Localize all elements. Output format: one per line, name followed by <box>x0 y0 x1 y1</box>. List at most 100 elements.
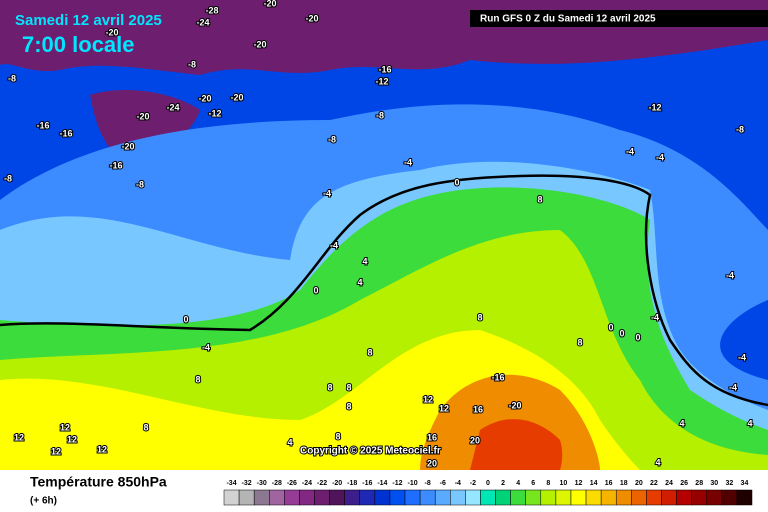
legend-swatch <box>314 489 330 506</box>
contour-label: 8 <box>477 312 482 322</box>
legend-tick-label: -16 <box>362 480 372 487</box>
contour-label: 8 <box>537 194 542 204</box>
contour-label: -4 <box>330 240 338 250</box>
contour-label: 16 <box>427 432 437 442</box>
contour-label: -20 <box>136 111 149 121</box>
legend-tick-label: -4 <box>455 480 461 487</box>
contour-label: 0 <box>313 285 318 295</box>
contour-label: -8 <box>328 134 336 144</box>
legend-swatch <box>223 489 240 506</box>
contour-label: -24 <box>196 17 209 27</box>
legend-tick-label: 26 <box>680 480 688 487</box>
legend-swatch <box>450 489 466 506</box>
legend-tick-label: 18 <box>620 480 628 487</box>
contour-label: -16 <box>59 128 72 138</box>
contour-label: -12 <box>375 76 388 86</box>
contour-label: -4 <box>626 146 634 156</box>
legend-tick-label: -14 <box>377 480 387 487</box>
contour-label: 0 <box>454 177 459 187</box>
legend-swatch <box>706 489 723 506</box>
contour-label: -20 <box>508 400 521 410</box>
legend-swatch <box>615 489 632 506</box>
contour-label: -20 <box>305 13 318 23</box>
legend-swatch <box>691 489 707 506</box>
contour-label: -16 <box>491 372 504 382</box>
contour-label: -8 <box>136 179 144 189</box>
legend-tick-label: -26 <box>287 480 297 487</box>
legend-swatch <box>721 489 738 506</box>
legend-swatch <box>253 489 270 506</box>
legend-tick-label: -10 <box>408 480 418 487</box>
legend-swatch <box>419 489 436 506</box>
contour-label: 8 <box>335 431 340 441</box>
legend-tick-label: -22 <box>317 480 327 487</box>
contour-label: 12 <box>60 422 70 432</box>
legend-swatch <box>540 489 557 506</box>
contour-label: -20 <box>263 0 276 8</box>
legend-tick-label: -20 <box>332 480 342 487</box>
legend-tick-label: 22 <box>650 480 658 487</box>
legend-swatch <box>404 489 421 506</box>
contour-label: -4 <box>404 157 412 167</box>
contour-label: -4 <box>202 342 210 352</box>
contour-label: -12 <box>208 108 221 118</box>
contour-label: -20 <box>198 93 211 103</box>
contour-label: 4 <box>747 418 752 428</box>
legend-tick-label: 14 <box>590 480 598 487</box>
legend-swatch <box>480 489 496 506</box>
legend-tick-label: 28 <box>695 480 703 487</box>
contour-label: -8 <box>376 110 384 120</box>
legend-swatch <box>299 489 315 506</box>
legend-swatch <box>374 489 391 506</box>
contour-label: -4 <box>651 312 659 322</box>
legend-swatch <box>631 489 647 506</box>
legend-swatch <box>736 489 753 506</box>
legend-swatch <box>269 489 285 506</box>
time: 7:00 locale <box>22 32 135 57</box>
legend-swatch <box>284 489 300 506</box>
legend-swatch <box>525 489 542 506</box>
contour-label: 0 <box>183 314 188 324</box>
contour-label: 12 <box>67 434 77 444</box>
contour-label: -20 <box>105 27 118 37</box>
legend-tick-label: 16 <box>605 480 613 487</box>
contour-label: 8 <box>143 422 148 432</box>
contour-label: -8 <box>4 173 12 183</box>
legend-swatch <box>661 489 677 506</box>
contour-label: 12 <box>14 432 24 442</box>
legend-tick-label: 34 <box>741 480 749 487</box>
run-box <box>470 10 768 27</box>
contour-label: -16 <box>36 120 49 130</box>
legend-swatch <box>510 489 526 506</box>
legend-swatch <box>600 489 617 506</box>
contour-label: -4 <box>323 188 331 198</box>
contour-label: -28 <box>205 5 218 15</box>
contour-label: 8 <box>346 401 351 411</box>
legend-tick-label: 0 <box>486 480 490 487</box>
legend-tick-label: -6 <box>440 480 446 487</box>
contour-label: 12 <box>423 394 433 404</box>
run-info: Run GFS 0 Z du Samedi 12 avril 2025 <box>480 14 656 25</box>
legend-tick-label: -8 <box>425 480 431 487</box>
legend-tick-label: 6 <box>531 480 535 487</box>
contour-label: 16 <box>473 404 483 414</box>
legend-swatch <box>465 489 481 506</box>
contour-label: 4 <box>362 256 367 266</box>
contour-label: 8 <box>346 382 351 392</box>
legend-swatch <box>359 489 376 506</box>
legend-tick-label: -32 <box>242 480 252 487</box>
legend-swatch <box>389 489 406 506</box>
contour-label: 0 <box>619 328 624 338</box>
contour-label: 0 <box>635 332 640 342</box>
legend-tick-label: 2 <box>501 480 505 487</box>
contour-label: -24 <box>166 102 179 112</box>
legend-tick-label: 12 <box>575 480 583 487</box>
footer-subtitle: (+ 6h) <box>30 496 57 507</box>
contour-label: 12 <box>97 444 107 454</box>
contour-label: 0 <box>608 322 613 332</box>
legend-tick-label: 32 <box>725 480 733 487</box>
contour-label: -12 <box>648 102 661 112</box>
legend-tick-label: -18 <box>347 480 357 487</box>
contour-label: 8 <box>367 347 372 357</box>
contour-label: -20 <box>253 39 266 49</box>
